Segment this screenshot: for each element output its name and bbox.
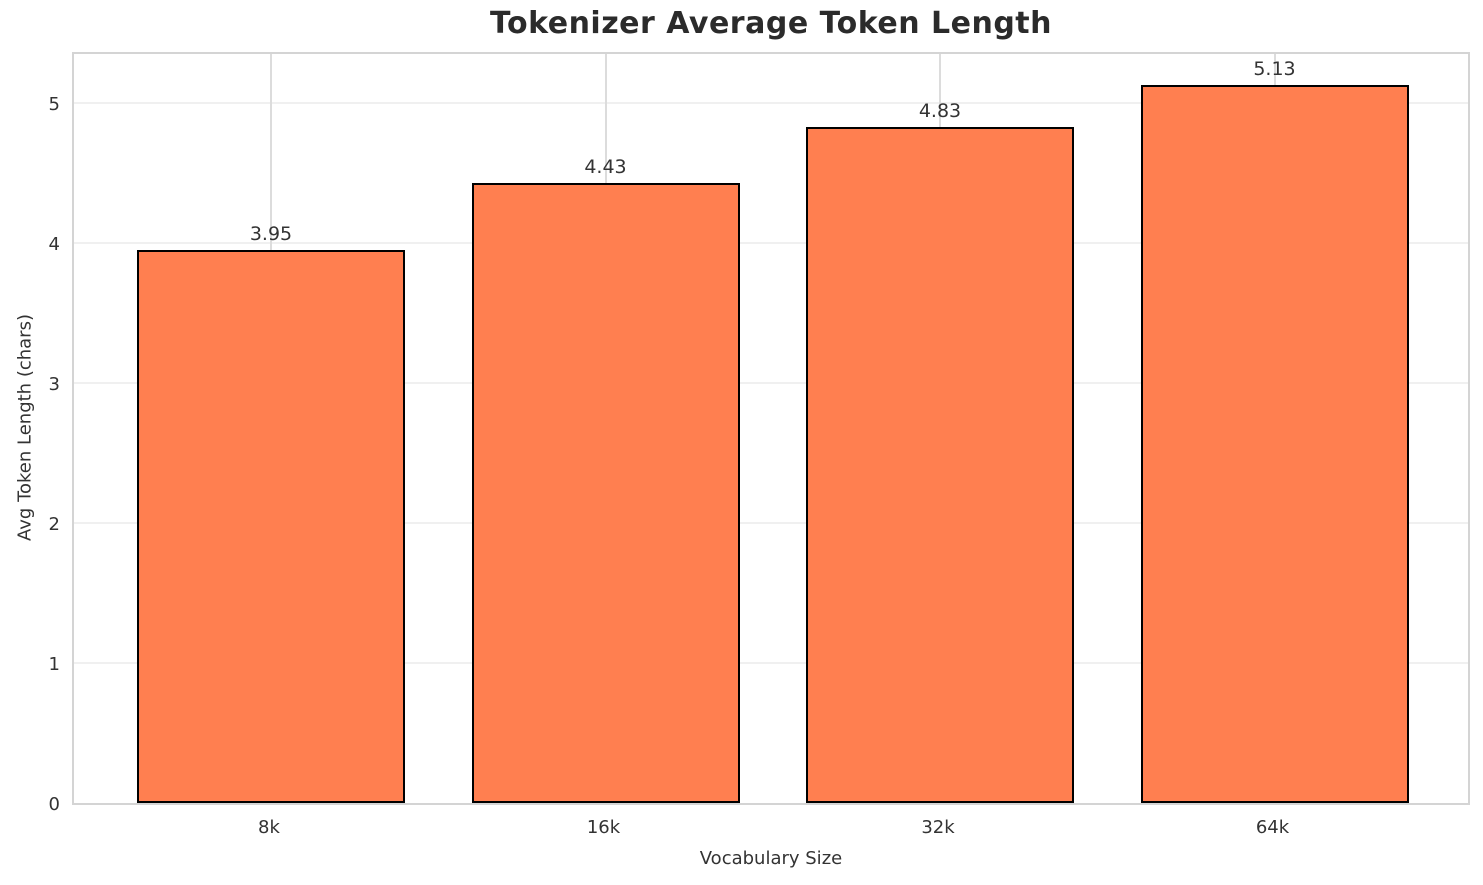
y-tick-label-1: 1 [48,654,60,676]
bar-64k [1140,85,1409,803]
y-axis-label: Avg Token Length (chars) [14,314,36,541]
x-tick-label-64k: 64k [1255,817,1290,838]
y-tick-label-0: 0 [48,794,60,815]
x-tick-label-32k: 32k [921,817,955,838]
x-tick-label-8k: 8k [258,817,280,838]
bar-value-label: 4.83 [918,99,962,122]
plot-area: 3.95 4.43 4.83 5.13 [72,52,1470,805]
horizontal-gridline [74,522,1468,525]
bar-8k [137,250,405,803]
x-axis-label: Vocabulary Size [699,848,843,869]
y-tick-label-4: 4 [48,234,60,256]
y-tick-label-2: 2 [48,514,60,536]
horizontal-gridline [74,242,1468,245]
x-tick-label-16k: 16k [586,817,621,838]
horizontal-gridline [74,102,1468,105]
chart-title: Tokenizer Average Token Length [489,6,1052,41]
horizontal-gridline [74,662,1468,665]
horizontal-gridline [74,382,1468,385]
bar-16k [471,182,740,803]
bar-value-label: 5.13 [1253,58,1296,80]
bar-value-label: 3.95 [249,223,293,246]
y-tick-label-5: 5 [48,94,60,116]
y-tick-label-3: 3 [48,374,60,396]
bar-value-label: 4.43 [584,155,627,178]
bar-32k [806,126,1074,803]
